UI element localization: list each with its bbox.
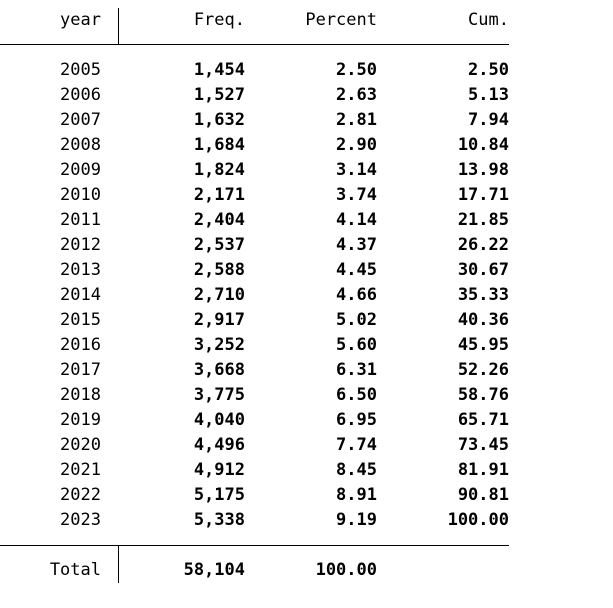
table-cell: 1,632 — [193, 110, 245, 130]
row-label: 2023 — [60, 510, 101, 530]
row-label: 2007 — [60, 110, 101, 130]
table-cell: 4.14 — [336, 210, 377, 230]
table-cell: 2,710 — [193, 285, 245, 305]
table-cell: 1,684 — [193, 135, 245, 155]
table-cell: 90.81 — [457, 485, 509, 505]
table-cell: 4.45 — [336, 260, 377, 280]
table-cell: 8.91 — [336, 485, 377, 505]
table-cell: 5,338 — [193, 510, 245, 530]
table-cell: 73.45 — [457, 435, 509, 455]
table-cell: 65.71 — [457, 410, 509, 430]
row-label: 2012 — [60, 235, 101, 255]
table-cell: 6.95 — [336, 410, 377, 430]
row-label: 2015 — [60, 310, 101, 330]
table-cell: 3.14 — [336, 160, 377, 180]
table-cell: 3,252 — [193, 335, 245, 355]
table-cell: 2.63 — [336, 85, 377, 105]
table-cell: 2,917 — [193, 310, 245, 330]
row-label: 2006 — [60, 85, 101, 105]
table-cell: 26.22 — [457, 235, 509, 255]
table-cell: 2,588 — [193, 260, 245, 280]
table-cell: 4,912 — [193, 460, 245, 480]
row-label: 2013 — [60, 260, 101, 280]
row-label: 2020 — [60, 435, 101, 455]
row-label: 2005 — [60, 60, 101, 80]
row-label: 2009 — [60, 160, 101, 180]
column-header: year — [60, 10, 101, 30]
row-label: 2019 — [60, 410, 101, 430]
table-cell: 3,668 — [193, 360, 245, 380]
row-label: 2014 — [60, 285, 101, 305]
table-cell: 4,040 — [193, 410, 245, 430]
table-cell: 30.67 — [457, 260, 509, 280]
column-header: Freq. — [193, 10, 245, 30]
table-cell: 3,775 — [193, 385, 245, 405]
table-cell: 10.84 — [457, 135, 509, 155]
table-cell: 7.94 — [468, 110, 509, 130]
row-label: 2022 — [60, 485, 101, 505]
table-cell: 2.81 — [336, 110, 377, 130]
table-cell: 5.60 — [336, 335, 377, 355]
table-cell: 45.95 — [457, 335, 509, 355]
total-cell: 100.00 — [315, 560, 377, 580]
table-cell: 1,454 — [193, 60, 245, 80]
table-cell: 5.02 — [336, 310, 377, 330]
column-header: Percent — [305, 10, 377, 30]
header-rule — [0, 44, 509, 45]
table-cell: 2,404 — [193, 210, 245, 230]
table-cell: 8.45 — [336, 460, 377, 480]
table-cell: 21.85 — [457, 210, 509, 230]
table-cell: 52.26 — [457, 360, 509, 380]
table-cell: 40.36 — [457, 310, 509, 330]
table-cell: 4.66 — [336, 285, 377, 305]
total-label: Total — [49, 560, 101, 580]
table-cell: 35.33 — [457, 285, 509, 305]
table-cell: 6.50 — [336, 385, 377, 405]
table-cell: 6.31 — [336, 360, 377, 380]
table-cell: 2,537 — [193, 235, 245, 255]
table-cell: 3.74 — [336, 185, 377, 205]
column-header: Cum. — [468, 10, 509, 30]
table-cell: 4.37 — [336, 235, 377, 255]
table-cell: 58.76 — [457, 385, 509, 405]
table-cell: 1,527 — [193, 85, 245, 105]
row-label: 2016 — [60, 335, 101, 355]
table-cell: 2.50 — [468, 60, 509, 80]
total-rule — [0, 545, 509, 546]
table-cell: 2,171 — [193, 185, 245, 205]
table-cell: 17.71 — [457, 185, 509, 205]
column-separator — [118, 8, 119, 44]
table-cell: 2.50 — [336, 60, 377, 80]
table-cell: 1,824 — [193, 160, 245, 180]
table-cell: 2.90 — [336, 135, 377, 155]
table-cell: 5,175 — [193, 485, 245, 505]
table-cell: 100.00 — [447, 510, 509, 530]
table-cell: 7.74 — [336, 435, 377, 455]
table-cell: 5.13 — [468, 85, 509, 105]
table-cell: 81.91 — [457, 460, 509, 480]
table-cell: 9.19 — [336, 510, 377, 530]
table-cell: 13.98 — [457, 160, 509, 180]
table-cell: 4,496 — [193, 435, 245, 455]
row-label: 2017 — [60, 360, 101, 380]
column-separator — [118, 545, 119, 583]
row-label: 2008 — [60, 135, 101, 155]
row-label: 2010 — [60, 185, 101, 205]
total-cell: 58,104 — [183, 560, 245, 580]
row-label: 2021 — [60, 460, 101, 480]
row-label: 2011 — [60, 210, 101, 230]
row-label: 2018 — [60, 385, 101, 405]
